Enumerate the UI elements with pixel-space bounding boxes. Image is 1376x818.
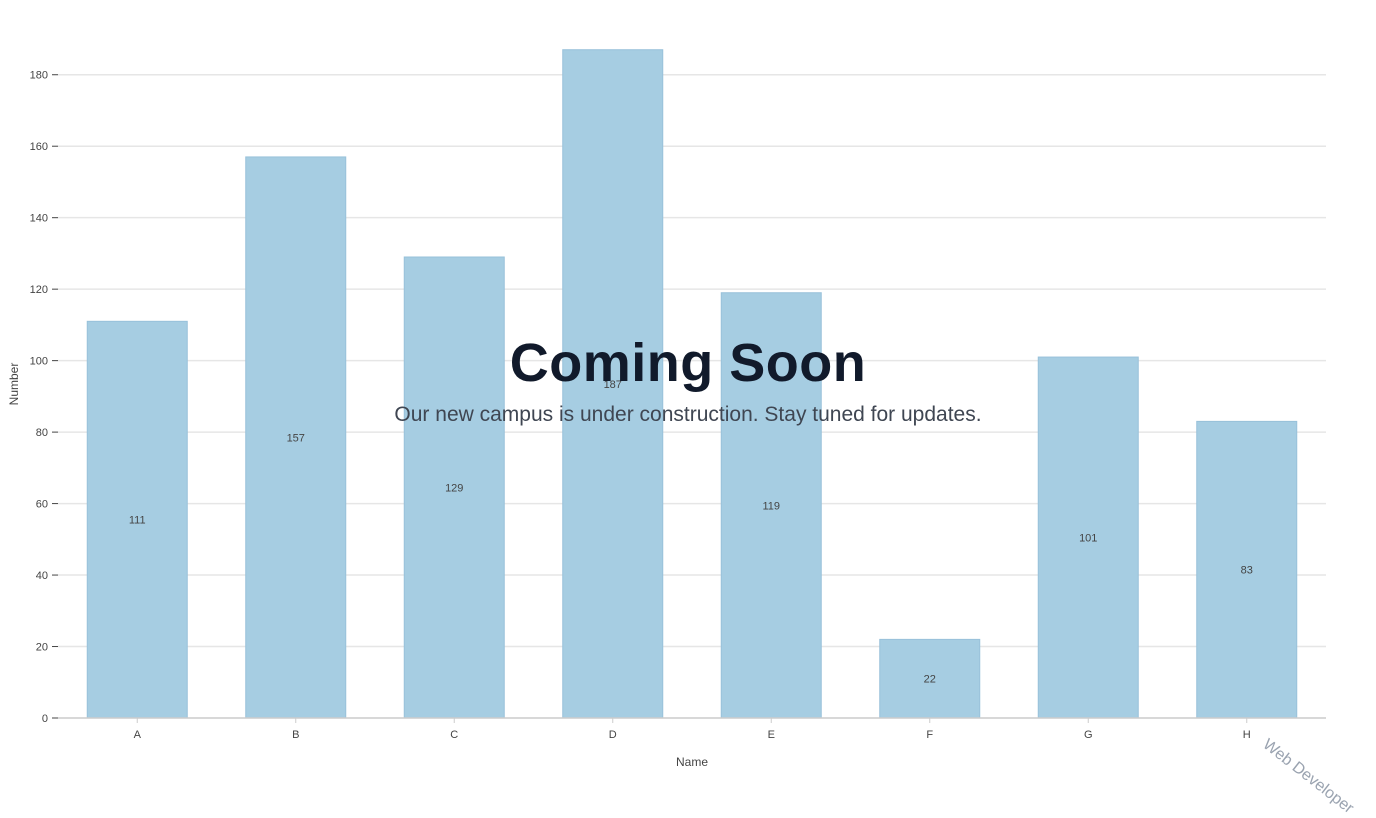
bar-h (1196, 420, 1298, 719)
data-label: 129 (445, 482, 463, 494)
x-tick-label: B (292, 729, 299, 741)
x-tick-label: E (768, 729, 775, 741)
y-tick-label: 100 (30, 356, 48, 368)
axes: 0 20 40 60 80 100 120 140 160 180 A B C D E F G H (30, 70, 1326, 741)
y-tick-label: 60 (36, 499, 48, 511)
bars (86, 49, 1298, 719)
data-label: 22 (924, 674, 936, 686)
data-label: 101 (1079, 533, 1097, 545)
bar-f (879, 638, 981, 719)
bar-g (1037, 356, 1139, 719)
y-tick-label: 180 (30, 70, 48, 82)
x-tick-label: G (1084, 729, 1093, 741)
y-tick-label: 80 (36, 427, 48, 439)
bar-a (86, 320, 188, 719)
x-tick-label: F (926, 729, 933, 741)
bar-chart: 111 157 129 187 119 22 101 83 0 20 40 60 80 100 120 14… (7, 49, 1326, 768)
data-labels: 111 157 129 187 119 22 101 83 (129, 379, 1253, 686)
y-tick-label: 20 (36, 642, 48, 654)
data-label: 111 (129, 515, 146, 527)
data-label: 119 (762, 500, 780, 512)
data-label: 187 (604, 379, 622, 391)
y-tick-label: 0 (42, 713, 48, 725)
y-tick-label: 160 (30, 141, 48, 153)
y-tick-label: 40 (36, 570, 48, 582)
x-tick-label: C (450, 729, 458, 741)
data-label: 157 (287, 432, 305, 444)
x-axis-label: Name (676, 755, 708, 768)
y-axis-label: Number (7, 363, 21, 406)
y-tick-label: 140 (30, 213, 48, 225)
x-tick-label: H (1243, 729, 1251, 741)
y-tick-label: 120 (30, 284, 48, 296)
x-tick-label: D (609, 729, 617, 741)
bar-b (245, 156, 347, 719)
x-tick-label: A (134, 729, 142, 741)
data-label: 83 (1241, 565, 1253, 577)
